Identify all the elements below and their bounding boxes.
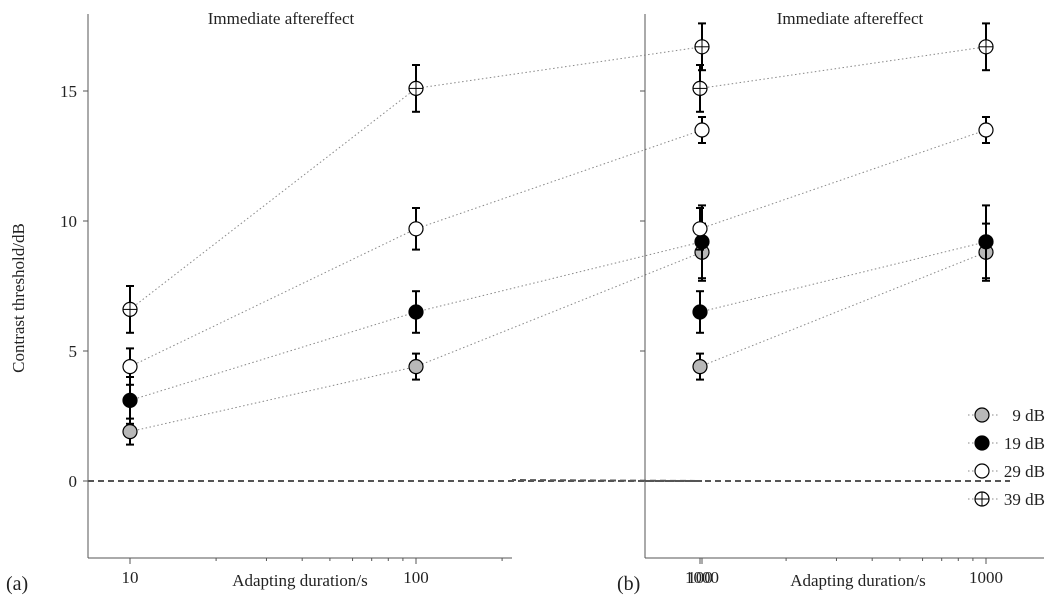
x-tick-label: 100 bbox=[403, 568, 429, 587]
panel-title: Immediate aftereffect bbox=[777, 9, 924, 28]
panel-label: (a) bbox=[6, 573, 28, 595]
data-point bbox=[122, 392, 138, 408]
data-point bbox=[978, 234, 994, 250]
x-tick-label: 1000 bbox=[969, 568, 1003, 587]
x-tick-label: 100 bbox=[687, 568, 713, 587]
panel-title: Immediate aftereffect bbox=[208, 9, 355, 28]
panel-label: (b) bbox=[617, 573, 640, 595]
data-point bbox=[694, 234, 710, 250]
y-tick-label: 15 bbox=[60, 82, 77, 101]
legend-label: 19 dB bbox=[1004, 434, 1045, 453]
legend-label: 39 dB bbox=[1004, 490, 1045, 509]
baseline-dashed-line bbox=[88, 479, 703, 482]
legend-label: 9 dB bbox=[1012, 406, 1045, 425]
data-point bbox=[692, 359, 708, 375]
data-point bbox=[122, 359, 138, 375]
legend: 9 dB 19 dB 29 dB 39 dB bbox=[968, 406, 1045, 509]
y-tick-label: 10 bbox=[60, 212, 77, 231]
y-tick-label: 5 bbox=[69, 342, 78, 361]
y-axis-label: Contrast threshold/dB bbox=[9, 223, 28, 373]
x-axis-label: Adapting duration/s bbox=[232, 571, 368, 590]
data-point bbox=[122, 424, 138, 440]
legend-marker bbox=[974, 407, 990, 423]
x-tick-label: 10 bbox=[122, 568, 139, 587]
series-line bbox=[699, 251, 987, 368]
data-point bbox=[408, 304, 424, 320]
y-tick-label: 0 bbox=[69, 472, 78, 491]
legend-label: 29 dB bbox=[1004, 462, 1045, 481]
data-point bbox=[692, 304, 708, 320]
legend-marker bbox=[974, 463, 990, 479]
legend-marker bbox=[974, 435, 990, 451]
x-tick-label: 1000 bbox=[685, 568, 719, 587]
data-point bbox=[408, 221, 424, 237]
series-line bbox=[129, 251, 703, 433]
series-line bbox=[699, 46, 987, 89]
x-axis-label: Adapting duration/s bbox=[790, 571, 926, 590]
data-point bbox=[694, 122, 710, 138]
data-point bbox=[692, 221, 708, 237]
data-point bbox=[408, 359, 424, 375]
series-line bbox=[699, 241, 987, 313]
data-point bbox=[978, 122, 994, 138]
series-line bbox=[699, 129, 987, 230]
